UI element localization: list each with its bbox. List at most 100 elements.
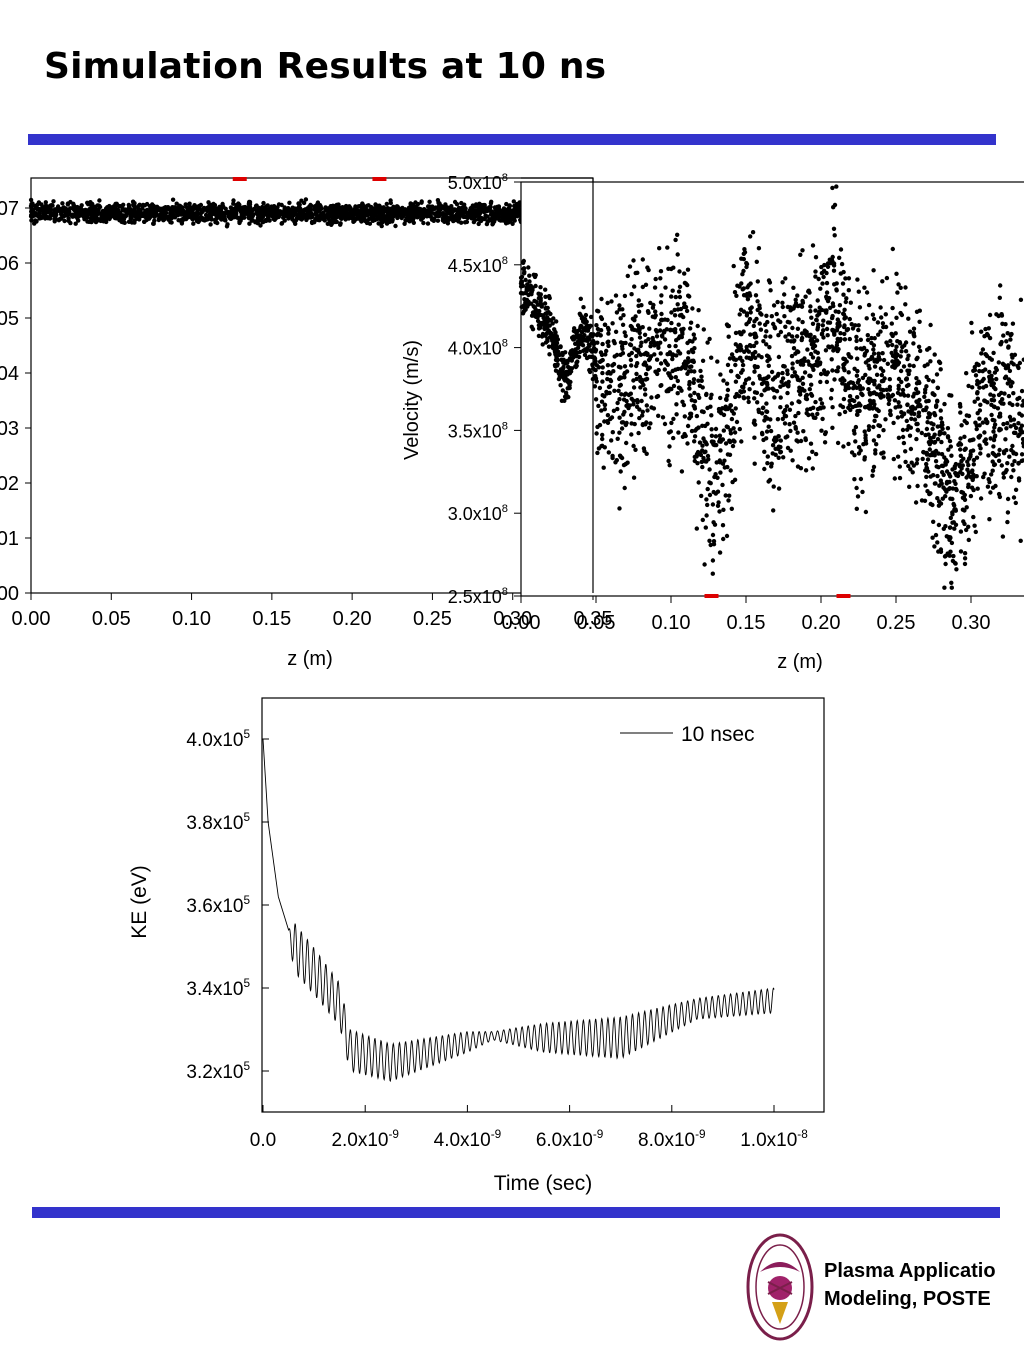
scatter-point: [733, 394, 738, 400]
scatter-point: [771, 303, 777, 308]
scatter-point: [605, 419, 610, 424]
y-axis-label: KE (eV): [128, 865, 151, 939]
scatter-point: [866, 424, 872, 429]
scatter-point: [790, 325, 795, 331]
scatter-point: [104, 208, 109, 213]
scatter-point: [656, 345, 661, 350]
scatter-point: [824, 280, 830, 286]
scatter-point: [840, 376, 845, 381]
scatter-point: [795, 377, 801, 382]
scatter-point: [854, 338, 859, 344]
scatter-point: [975, 396, 980, 401]
scatter-point: [817, 305, 822, 310]
scatter-point: [598, 328, 604, 333]
scatter-point: [710, 532, 716, 538]
scatter-point: [932, 432, 937, 437]
scatter-point: [701, 436, 706, 441]
scatter-point: [879, 379, 885, 384]
scatter-point: [813, 274, 818, 279]
scatter-point: [568, 379, 573, 385]
scatter-point: [930, 379, 936, 384]
scatter-point: [800, 319, 805, 325]
scatter-point: [896, 435, 902, 440]
scatter-point: [787, 320, 792, 325]
scatter-point: [903, 302, 908, 307]
scatter-point: [846, 405, 851, 410]
scatter-point: [633, 447, 638, 452]
scatter-point: [738, 331, 743, 337]
scatter-point: [914, 376, 919, 381]
scatter-point: [702, 562, 707, 567]
scatter-point: [872, 382, 877, 387]
scatter-point: [988, 392, 993, 397]
scatter-point: [803, 393, 809, 399]
scatter-point: [940, 426, 945, 431]
scatter-point: [873, 413, 878, 419]
scatter-point: [978, 496, 984, 501]
scatter-point: [747, 343, 753, 348]
scatter-point: [926, 432, 931, 437]
scatter-point: [170, 197, 176, 202]
scatter-point: [734, 293, 739, 298]
scatter-point: [938, 416, 944, 421]
scatter-point: [855, 494, 861, 499]
scatter-point: [1013, 500, 1018, 506]
scatter-point: [691, 380, 696, 385]
scatter-point: [871, 464, 877, 470]
scatter-point: [899, 312, 905, 318]
scatter-point: [617, 415, 622, 420]
x-tick-label: 0.35: [574, 608, 613, 630]
scatter-point: [715, 503, 721, 508]
scatter-point: [400, 205, 405, 211]
scatter-point: [821, 368, 827, 373]
scatter-point: [606, 331, 611, 336]
scatter-point: [905, 368, 910, 373]
scatter-point: [705, 421, 710, 426]
scatter-point: [905, 356, 910, 362]
scatter-point: [682, 271, 687, 276]
scatter-point: [196, 218, 202, 224]
scatter-point: [524, 304, 530, 309]
scatter-point: [681, 326, 686, 332]
scatter-point: [450, 208, 455, 213]
scatter-point: [867, 366, 872, 371]
scatter-point: [1018, 426, 1023, 431]
scatter-point: [787, 407, 793, 412]
scatter-point: [991, 437, 997, 443]
scatter-point: [778, 395, 783, 400]
scatter-point: [993, 365, 999, 371]
scatter-point: [884, 275, 890, 281]
scatter-point: [720, 406, 725, 411]
scatter-point: [282, 207, 287, 212]
scatter-point: [573, 364, 578, 369]
scatter-point: [989, 397, 994, 403]
x-tick-label: 2.0x10-9: [331, 1128, 399, 1151]
scatter-point: [667, 444, 672, 449]
scatter-point: [943, 494, 948, 499]
scatter-point: [30, 203, 36, 208]
scatter-point: [785, 368, 790, 373]
scatter-point: [888, 408, 893, 413]
scatter-point: [855, 277, 860, 282]
scatter-point: [558, 383, 563, 388]
scatter-point: [946, 534, 951, 540]
velocity-scatter-plot: 0.00 0.05 0.10 0.15 0.20 0.25 0.30 5.0x1084.5x…: [401, 172, 1024, 673]
scatter-point: [183, 216, 189, 222]
scatter-point: [942, 585, 947, 590]
scatter-point: [59, 209, 64, 214]
scatter-point: [991, 429, 996, 434]
scatter-point: [786, 332, 792, 337]
scatter-point: [288, 215, 293, 220]
scatter-point: [660, 334, 665, 339]
scatter-point: [712, 442, 717, 448]
scatter-point: [733, 362, 738, 368]
scatter-point: [731, 263, 736, 269]
scatter-point: [377, 203, 382, 208]
scatter-point: [932, 352, 937, 357]
scatter-point: [912, 417, 918, 422]
scatter-point: [602, 407, 607, 412]
scatter-point: [595, 308, 600, 313]
scatter-point: [402, 221, 407, 226]
x-tick-group: 0.00 0.05 0.10 0.15 0.20 0.25 0.30 0.35: [12, 593, 613, 630]
